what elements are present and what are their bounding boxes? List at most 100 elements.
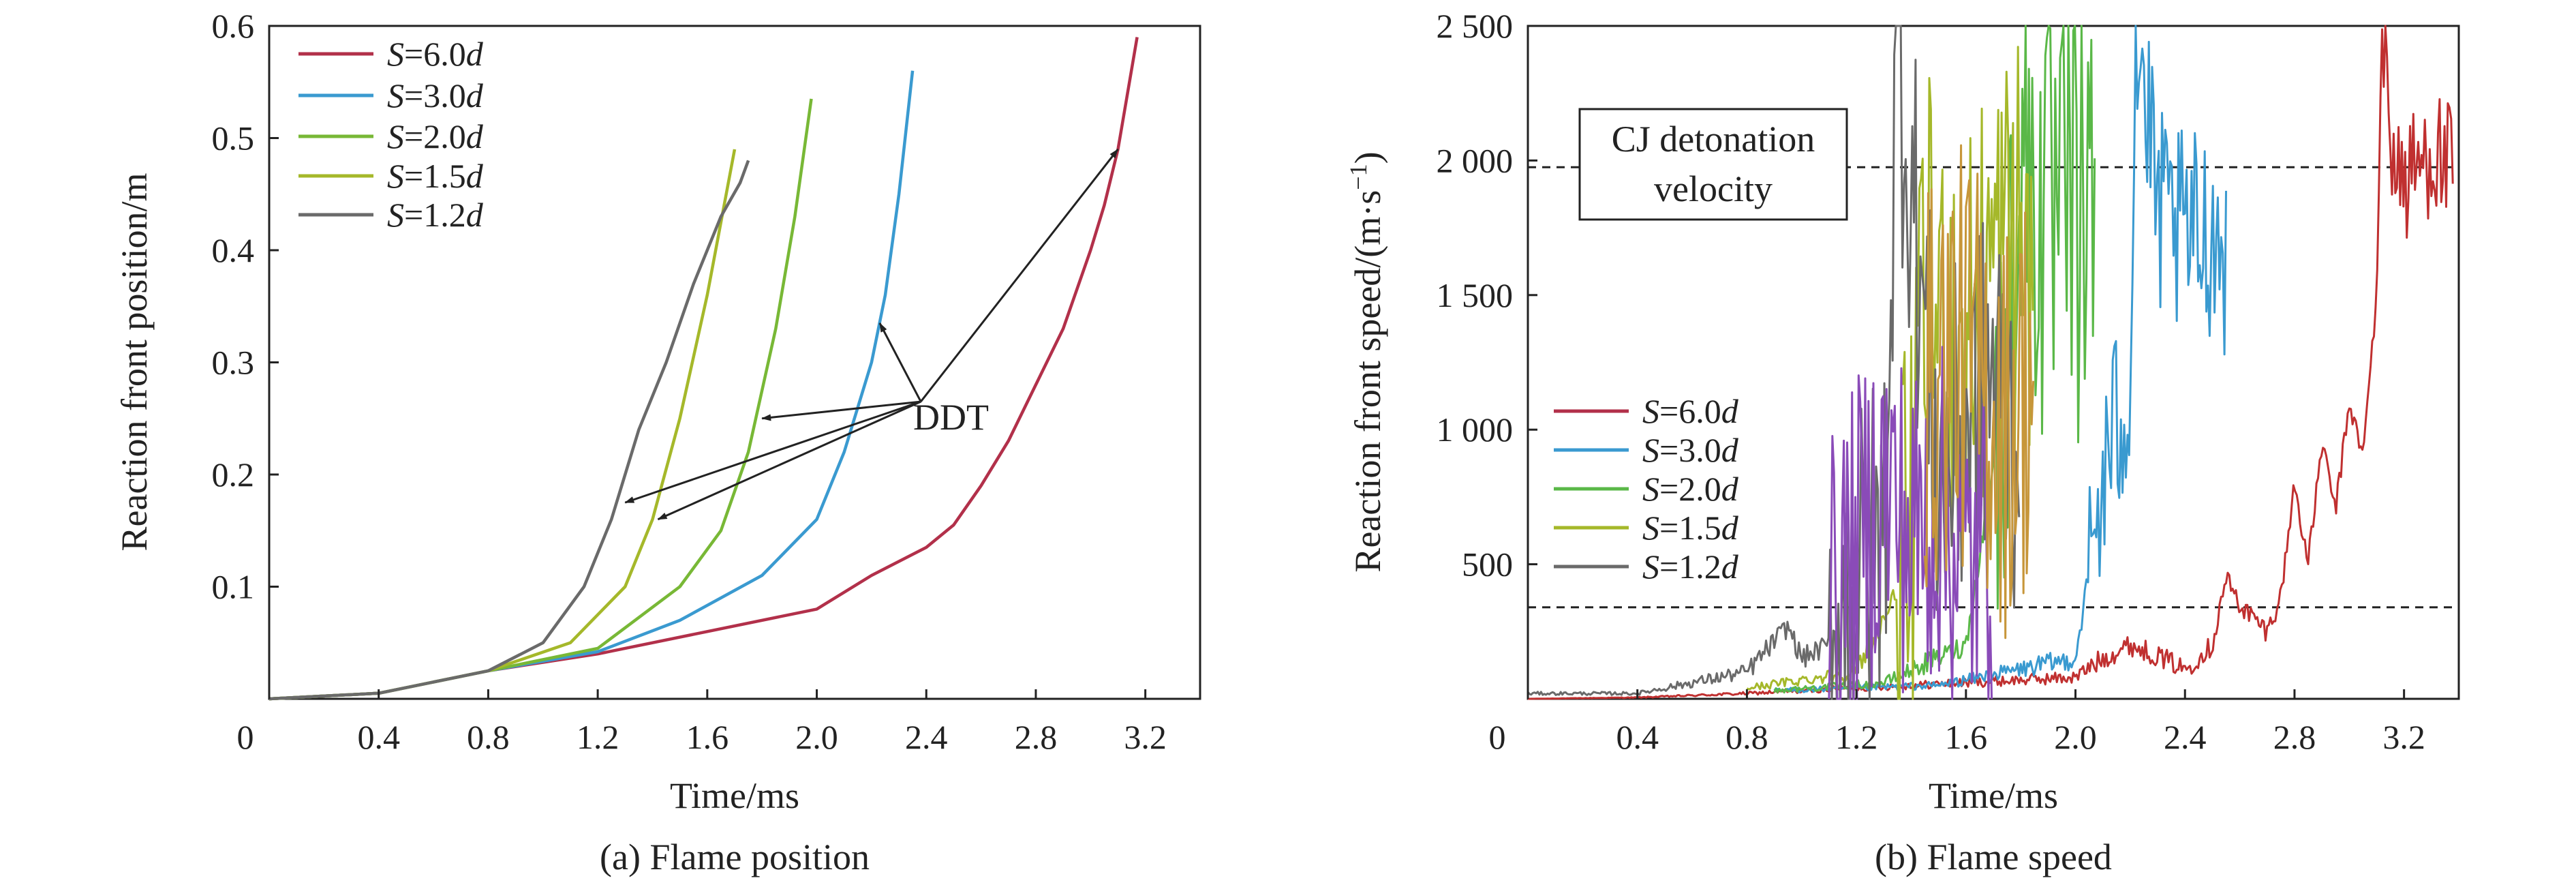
panel-a: 0.4 0.8 1.2 1.6 2.0 2.4 2.8 3.2 0.1 0.2 0.3 0.4 0.5 0… bbox=[114, 7, 1201, 877]
panel-b-legend-var-3: S bbox=[1642, 509, 1659, 547]
panel-b-legend-label-2: S=2.0d bbox=[1642, 470, 1739, 508]
panel-a-legend: S=6.0d S=3.0d S=2.0d S=1.5d S=1.2d bbox=[298, 35, 484, 234]
panel-a-ytick-label: 0.2 bbox=[212, 455, 255, 494]
panel-a-legend-eq-0: =6.0 bbox=[404, 35, 466, 73]
panel-a-marks bbox=[269, 37, 1139, 701]
panel-a-ddt-arrow-2 bbox=[761, 400, 921, 421]
panel-b-ytick-label: 1 000 bbox=[1437, 410, 1514, 449]
panel-b-legend-eq-4: =1.2 bbox=[1659, 547, 1721, 586]
panel-b-marks bbox=[1527, 25, 2454, 700]
panel-b-series-line-2 bbox=[1773, 25, 2096, 694]
panel-a-xtick-label: 1.6 bbox=[686, 718, 729, 756]
panel-a-legend-unit-1: d bbox=[466, 76, 484, 115]
panel-b-xtick-0: 0 bbox=[1489, 718, 1506, 756]
panel-a-ddt-arrow-0 bbox=[920, 149, 1119, 402]
panel-a-legend-label-1: S=3.0d bbox=[387, 76, 484, 115]
panel-b-legend: S=6.0d S=3.0d S=2.0d S=1.5d S=1.2d bbox=[1547, 392, 1792, 600]
panel-a-xtick-label: 2.8 bbox=[1015, 718, 1058, 756]
panel-b-cj-box bbox=[1578, 108, 1848, 221]
panel-a-ddt-arrow-4 bbox=[624, 400, 921, 504]
panel-b-legend-entry-4: S=1.2d bbox=[1554, 547, 1739, 586]
panel-b-xtick-label: 3.2 bbox=[2382, 718, 2425, 756]
panel-a-legend-entry-1: S=3.0d bbox=[298, 76, 484, 115]
panel-a-ddt-arrow-1 bbox=[878, 322, 922, 402]
panel-a-ytick-label: 0.1 bbox=[212, 568, 255, 606]
panel-b-xtick-label: 1.6 bbox=[1945, 718, 1988, 756]
panel-a-ytick-label: 0.5 bbox=[212, 119, 255, 157]
panel-b-legend-eq-1: =3.0 bbox=[1659, 431, 1721, 469]
panel-b-legend-label-0: S=6.0d bbox=[1642, 392, 1739, 430]
panel-b-legend-eq-2: =2.0 bbox=[1659, 470, 1721, 508]
panel-a-caption: (a) Flame position bbox=[600, 837, 870, 877]
panel-a-xtick-label: 2.4 bbox=[905, 718, 948, 756]
panel-b-ytick-label: 2 500 bbox=[1437, 7, 1514, 45]
panel-b-ticks: 0.4 0.8 1.2 1.6 2.0 2.4 2.8 3.2 500 1 000 1 500 2 0… bbox=[1437, 7, 2425, 756]
panel-b-legend-entry-2: S=2.0d bbox=[1554, 470, 1739, 508]
panel-b-xtick-label: 2.0 bbox=[2054, 718, 2097, 756]
panel-a-ytick-label: 0.4 bbox=[212, 231, 255, 269]
panel-a-legend-unit-2: d bbox=[466, 117, 484, 155]
panel-a-legend-eq-1: =3.0 bbox=[404, 76, 466, 115]
panel-a-legend-entry-0: S=6.0d bbox=[298, 35, 484, 73]
panel-b-xtick-label: 2.4 bbox=[2164, 718, 2207, 756]
panel-b-legend-var-1: S bbox=[1642, 431, 1659, 469]
panel-b-reference-lines bbox=[1528, 166, 2459, 609]
panel-b-ytick-label: 2 000 bbox=[1437, 141, 1514, 179]
panel-b-series-line-6 bbox=[1924, 144, 2035, 640]
panel-a-legend-var-3: S bbox=[387, 157, 404, 195]
panel-b-legend-unit-4: d bbox=[1721, 547, 1739, 586]
panel-a-legend-var-4: S bbox=[387, 196, 404, 234]
panel-b-legend-eq-3: =1.5 bbox=[1659, 509, 1721, 547]
panel-b-xtick-label: 0.8 bbox=[1726, 718, 1768, 756]
panel-a-ddt-arrows bbox=[624, 149, 1119, 521]
panel-b-ylabel-main: Reaction front speed/(m·s bbox=[1347, 190, 1388, 573]
panel-a-legend-entry-4: S=1.2d bbox=[298, 196, 484, 234]
panel-b-legend-var-4: S bbox=[1642, 547, 1659, 586]
panel-a-ddt-label: DDT bbox=[913, 397, 989, 438]
panel-b-legend-label-4: S=1.2d bbox=[1642, 547, 1739, 586]
panel-b-cj-label-box: CJ detonation velocity bbox=[1578, 108, 1848, 221]
panel-b-caption: (b) Flame speed bbox=[1875, 837, 2112, 877]
panel-a-legend-var-2: S bbox=[387, 117, 404, 155]
panel-a-xtick-label: 1.2 bbox=[577, 718, 619, 756]
panel-a-legend-eq-3: =1.5 bbox=[404, 157, 466, 195]
panel-a-ddt-arrow-3 bbox=[657, 400, 921, 521]
panel-b-frame bbox=[1527, 25, 2460, 700]
panel-b-xlabel: Time/ms bbox=[1929, 775, 2058, 816]
panel-a-legend-label-0: S=6.0d bbox=[387, 35, 484, 73]
panel-a-legend-var-0: S bbox=[387, 35, 404, 73]
panel-a-series-line-4 bbox=[269, 160, 750, 701]
panel-a-legend-entry-3: S=1.5d bbox=[298, 157, 484, 195]
panel-a-xtick-label: 0.4 bbox=[357, 718, 400, 756]
panel-b: 0.4 0.8 1.2 1.6 2.0 2.4 2.8 3.2 500 1 000 1 500 2 0… bbox=[1345, 7, 2460, 877]
panel-b-legend-entry-0: S=6.0d bbox=[1554, 392, 1739, 430]
panel-b-xtick-label: 2.8 bbox=[2273, 718, 2316, 756]
panel-b-xtick-label: 1.2 bbox=[1835, 718, 1878, 756]
panel-b-ylabel-sup: −1 bbox=[1345, 164, 1372, 190]
panel-a-xtick-0: 0 bbox=[237, 718, 254, 756]
panel-a-xtick-label: 2.0 bbox=[795, 718, 838, 756]
panel-b-legend-entry-3: S=1.5d bbox=[1554, 509, 1739, 547]
panel-b-legend-var-0: S bbox=[1642, 392, 1659, 430]
panel-a-ticks: 0.4 0.8 1.2 1.6 2.0 2.4 2.8 3.2 0.1 0.2 0.3 0.4 0.5 0… bbox=[212, 7, 1167, 756]
panel-b-legend-unit-3: d bbox=[1721, 509, 1739, 547]
panel-b-legend-eq-0: =6.0 bbox=[1659, 392, 1721, 430]
panel-b-ylabel: Reaction front speed/(m·s−1) bbox=[1345, 151, 1388, 572]
panel-b-legend-unit-2: d bbox=[1721, 470, 1739, 508]
panel-a-legend-unit-0: d bbox=[466, 35, 484, 73]
panel-a-ylabel: Reaction front position/m bbox=[114, 173, 155, 552]
panel-b-ylabel-close: ) bbox=[1347, 151, 1388, 164]
panel-a-xtick-label: 3.2 bbox=[1124, 718, 1167, 756]
panel-a-xtick-label: 0.8 bbox=[467, 718, 510, 756]
panel-a-legend-eq-2: =2.0 bbox=[404, 117, 466, 155]
panel-a-legend-label-2: S=2.0d bbox=[387, 117, 484, 155]
panel-b-legend-label-3: S=1.5d bbox=[1642, 509, 1739, 547]
panel-b-cj-label-line2: velocity bbox=[1654, 168, 1773, 209]
panel-b-xtick-label: 0.4 bbox=[1616, 718, 1659, 756]
panel-b-legend-label-1: S=3.0d bbox=[1642, 431, 1739, 469]
panel-a-ytick-label: 0.6 bbox=[212, 7, 255, 45]
panel-b-ytick-label: 1 500 bbox=[1437, 276, 1514, 314]
panel-b-legend-unit-1: d bbox=[1721, 431, 1739, 469]
panel-b-ytick-label: 500 bbox=[1462, 545, 1513, 584]
